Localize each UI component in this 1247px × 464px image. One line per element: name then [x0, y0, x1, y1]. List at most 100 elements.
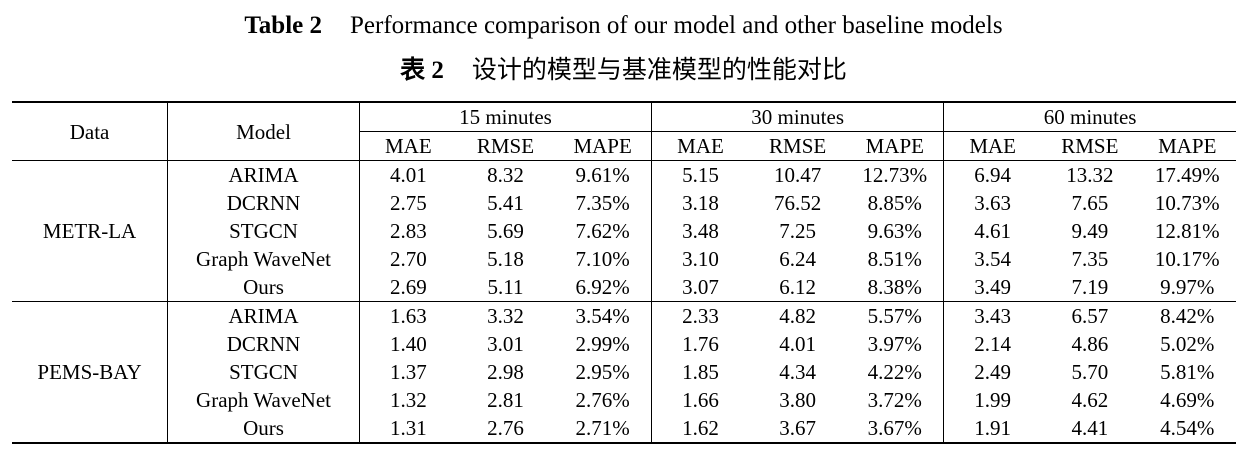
model-cell: DCRNN: [167, 330, 360, 358]
horizon-header-60: 60 minutes: [943, 101, 1236, 132]
metric-value-cell: 3.01: [487, 332, 524, 356]
metric-header: MAPE: [554, 131, 652, 161]
metric-value-cell: 2.70: [358, 245, 457, 273]
model-cell: Ours: [167, 414, 360, 444]
metric-value-cell: 7.62%: [575, 219, 630, 243]
metric-value-cell: 6.24: [779, 247, 817, 271]
metric-value-cell: 3.54%: [575, 304, 630, 328]
model-cell: ARIMA: [167, 160, 360, 189]
metric-value-cell: 3.97%: [867, 332, 922, 356]
metric-value-cell: 10.73%: [1154, 191, 1220, 215]
metric-value-cell: 3.80: [779, 388, 817, 412]
table-row: PEMS-BAY ARIMA 1.63 3.32 3.54% 2.33 4.82 5.57% 3…: [12, 301, 1236, 444]
metric-value-cell: 12.81%: [1154, 219, 1220, 243]
metric-header: MAPE: [846, 131, 944, 161]
metric-value-cell: 10.47: [774, 163, 822, 187]
metric-value-cell: 1.85: [651, 358, 749, 386]
metric-value-cell: 3.72%: [867, 388, 922, 412]
metric-value-cell: 5.70: [1071, 360, 1109, 384]
horizon-header-15: 15 minutes: [358, 101, 652, 132]
table-row: METR-LA ARIMA 4.01 8.32 9.61% 5.15 10.47 12.73%…: [12, 160, 1236, 302]
header-row-metrics: MAE RMSE MAPE MAE RMSE MAPE MAE RMSE MAP…: [12, 131, 1236, 161]
results-table: Data Model 15 minutes 30 minutes 60 minu…: [12, 101, 1236, 444]
metric-value-cell: 2.98: [487, 360, 524, 384]
metric-value-cell: 2.14: [943, 330, 1042, 358]
metric-value-cell: 3.18: [651, 189, 749, 217]
metric-value-cell: 3.67: [748, 414, 847, 444]
metric-value-cell: 2.75: [358, 189, 457, 217]
metric-value-cell: 4.61: [943, 217, 1042, 245]
metric-value-cell: 5.11: [456, 273, 555, 302]
model-cell: DCRNN: [167, 189, 360, 217]
metric-value-cell: 5.02%: [1160, 332, 1215, 356]
metric-header: RMSE: [1041, 131, 1139, 161]
metric-value-cell: 1.37: [358, 358, 457, 386]
metric-value-cell: 2.71%: [554, 414, 652, 444]
metric-value-cell: 4.34: [779, 360, 817, 384]
metric-value-cell: 2.49: [943, 358, 1042, 386]
table-row: Ours 2.69 5.11 6.92% 3.07 6.12 8.38% 3.49 7.19 9.…: [12, 273, 1236, 302]
data-column-header: Data: [12, 101, 168, 161]
metric-value-cell: 1.40: [358, 330, 457, 358]
metric-value-cell: 3.07: [651, 273, 749, 302]
metric-value-cell: 5.41: [487, 191, 524, 215]
metric-value-cell: 12.73%: [862, 163, 928, 187]
metric-value-cell: 7.65: [1071, 191, 1109, 215]
metric-value-cell: 6.57: [1071, 304, 1109, 328]
metric-value-cell: 2.81: [487, 388, 524, 412]
metric-header: RMSE: [456, 131, 555, 161]
metric-value-cell: 6.12: [748, 273, 847, 302]
metric-value-cell: 9.63%: [867, 219, 922, 243]
metric-header: MAE: [651, 131, 749, 161]
model-cell: STGCN: [167, 217, 360, 245]
metric-value-cell: 1.62: [651, 414, 749, 444]
metric-value-cell: 3.48: [651, 217, 749, 245]
metric-value-cell: 4.22%: [867, 360, 922, 384]
metric-value-cell: 7.19: [1041, 273, 1139, 302]
metric-value-cell: 1.91: [943, 414, 1042, 444]
metric-value-cell: 4.01: [779, 332, 817, 356]
metric-header: RMSE: [748, 131, 847, 161]
header-row-horizons: Data Model 15 minutes 30 minutes 60 minu…: [12, 101, 1236, 161]
metric-value-cell: 10.17%: [1154, 247, 1220, 271]
metric-value-cell: 1.99: [943, 386, 1042, 414]
metric-value-cell: 3.43: [943, 301, 1042, 330]
metric-value-cell: 8.85%: [867, 191, 922, 215]
table-row: DCRNN 2.75 5.41 7.35% 3.18 76.52 8.85% 3.63 7.65…: [12, 189, 1236, 217]
metric-header: MAPE: [1138, 131, 1236, 161]
metric-value-cell: 2.76: [456, 414, 555, 444]
metric-value-cell: 2.76%: [575, 388, 630, 412]
model-cell: Ours: [167, 273, 360, 302]
metric-value-cell: 1.66: [651, 386, 749, 414]
metric-value-cell: 4.62: [1071, 388, 1109, 412]
metric-value-cell: 4.69%: [1160, 388, 1215, 412]
table-label-english: Table 2: [244, 12, 322, 39]
table-title-english: Performance comparison of our model and …: [350, 12, 1003, 39]
metric-value-cell: 3.67%: [846, 414, 944, 444]
metric-header: MAE: [358, 131, 457, 161]
dataset-cell: PEMS-BAY: [12, 301, 168, 444]
metric-value-cell: 6.94: [943, 160, 1042, 189]
metric-value-cell: 8.51%: [867, 247, 922, 271]
metric-value-cell: 1.63: [358, 301, 457, 330]
metric-value-cell: 76.52: [774, 191, 822, 215]
model-cell: STGCN: [167, 358, 360, 386]
metric-value-cell: 4.41: [1041, 414, 1139, 444]
metric-value-cell: 13.32: [1066, 163, 1114, 187]
table-caption-chinese: 表 2 设计的模型与基准模型的性能对比: [0, 55, 1247, 87]
metric-value-cell: 2.99%: [575, 332, 630, 356]
metric-value-cell: 9.61%: [575, 163, 630, 187]
metric-value-cell: 8.38%: [846, 273, 944, 302]
metric-value-cell: 1.31: [358, 414, 457, 444]
table-row: Graph WaveNet 1.32 2.81 2.76% 1.66 3.80 3.72% 1…: [12, 386, 1236, 414]
table-caption-english: Table 2 Performance comparison of our mod…: [0, 10, 1247, 42]
table-row: DCRNN 1.40 3.01 2.99% 1.76 4.01 3.97% 2.14 4.86 5…: [12, 330, 1236, 358]
metric-value-cell: 7.35: [1071, 247, 1109, 271]
metric-value-cell: 2.69: [358, 273, 457, 302]
model-cell: Graph WaveNet: [167, 386, 360, 414]
metric-value-cell: 3.49: [943, 273, 1042, 302]
metric-value-cell: 9.49: [1071, 219, 1109, 243]
table-row: Graph WaveNet 2.70 5.18 7.10% 3.10 6.24 8.51% 3…: [12, 245, 1236, 273]
metric-value-cell: 4.82: [779, 304, 817, 328]
table-title-chinese: 设计的模型与基准模型的性能对比: [471, 57, 847, 84]
